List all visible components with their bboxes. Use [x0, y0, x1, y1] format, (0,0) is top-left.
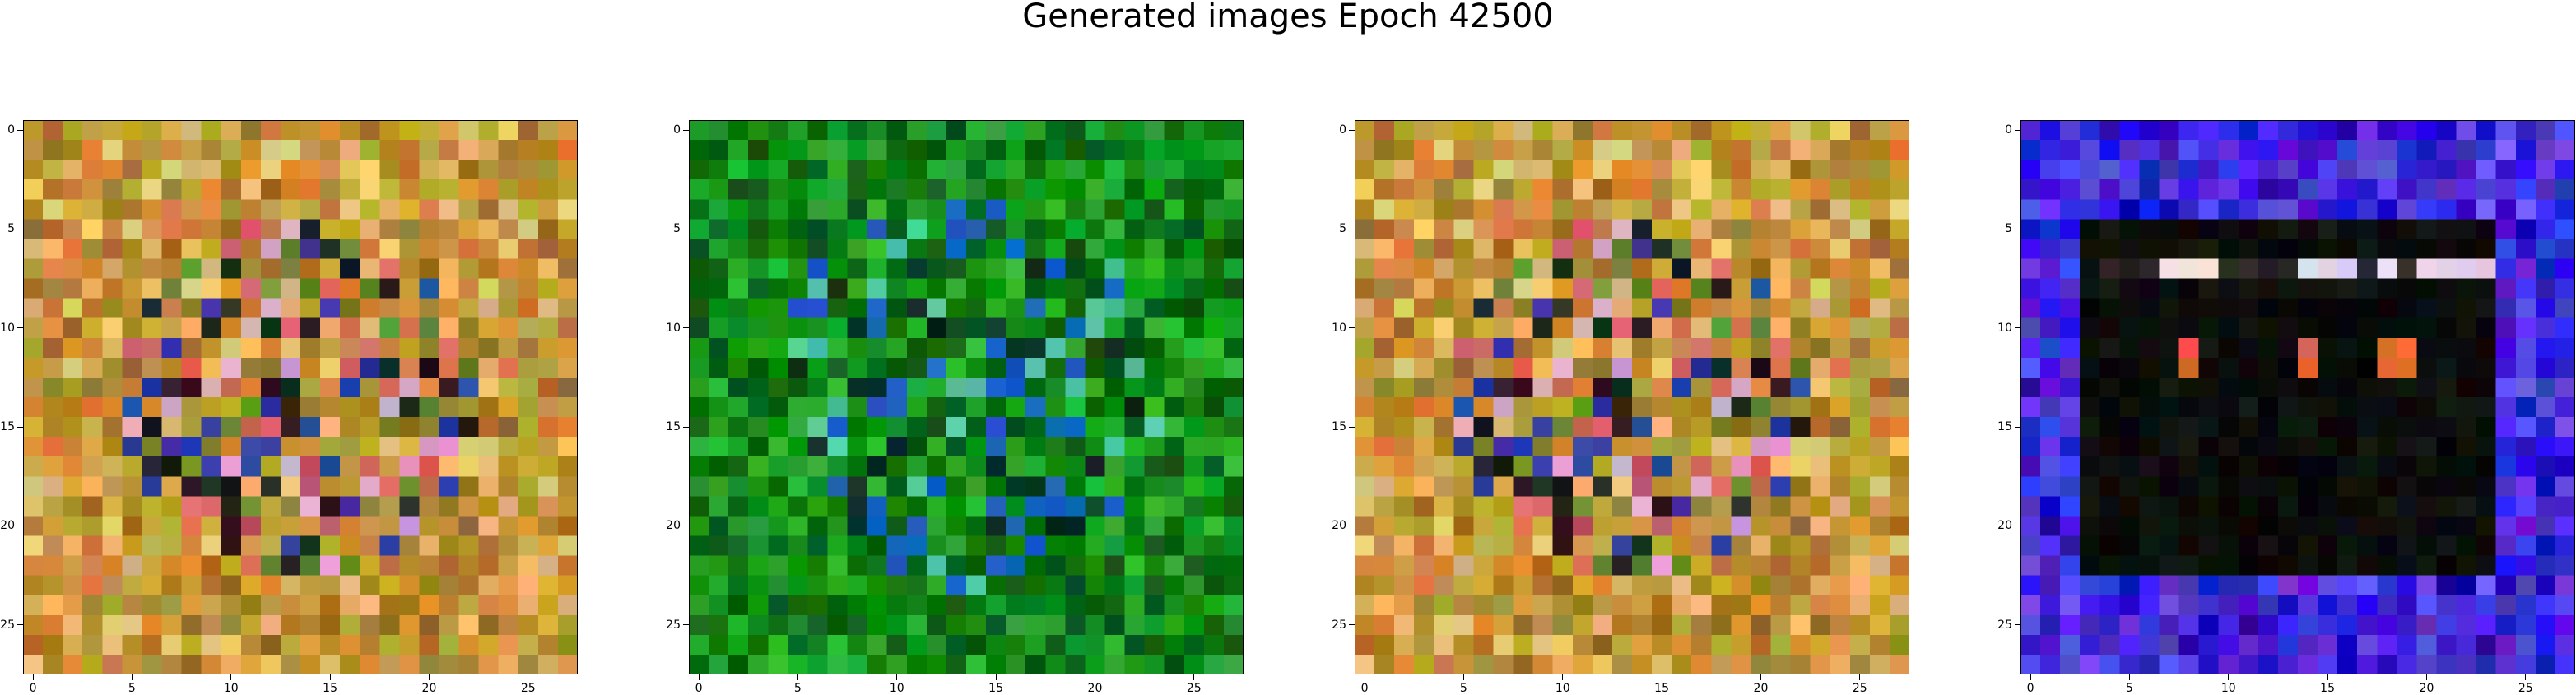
x-tick-label: 15 [1654, 682, 1670, 695]
y-tick-label: 5 [2005, 222, 2012, 236]
generated-image [23, 120, 578, 674]
y-tick-label: 0 [1339, 123, 1346, 137]
x-tick-mark [896, 674, 898, 680]
x-tick-mark [32, 674, 34, 680]
x-tick-mark [2228, 674, 2230, 680]
x-tick-label: 5 [793, 682, 802, 695]
y-tick-label: 10 [666, 321, 681, 335]
x-tick-mark [230, 674, 232, 680]
y-tick-label: 0 [7, 123, 15, 137]
x-tick-mark [797, 674, 798, 680]
y-tick-mark [2015, 624, 2020, 626]
y-tick-label: 5 [7, 222, 15, 236]
y-tick-label: 0 [2005, 123, 2012, 137]
y-tick-label: 10 [1332, 321, 1346, 335]
y-tick-mark [683, 624, 689, 626]
x-tick-mark [1859, 674, 1861, 680]
generated-image [1355, 120, 1909, 674]
x-tick-mark [2030, 674, 2031, 680]
x-tick-label: 25 [1852, 682, 1867, 695]
y-tick-mark [683, 129, 689, 131]
y-tick-label: 15 [1997, 420, 2012, 434]
generated-image-panel: 0 5 10 15 20 25 0 5 10 15 20 25 [1332, 120, 1909, 694]
y-tick-mark [17, 327, 23, 329]
x-tick-mark [131, 674, 133, 680]
figure-title: Generated images Epoch 42500 [1022, 0, 1554, 35]
x-tick-label: 20 [421, 682, 437, 695]
x-tick-mark [428, 674, 430, 680]
y-tick-mark [1349, 624, 1355, 626]
y-tick-mark [2015, 426, 2020, 428]
x-tick-mark [995, 674, 997, 680]
y-tick-mark [17, 129, 23, 131]
y-tick-label: 5 [1339, 222, 1346, 236]
x-tick-label: 0 [29, 682, 37, 695]
x-tick-label: 5 [128, 682, 136, 695]
y-tick-label: 25 [1997, 618, 2012, 632]
y-tick-mark [1349, 327, 1355, 329]
generated-image [689, 120, 1244, 674]
y-tick-mark [2015, 129, 2020, 131]
y-tick-label: 20 [0, 519, 15, 533]
x-tick-label: 10 [889, 682, 904, 695]
y-tick-label: 10 [0, 321, 15, 335]
x-tick-label: 20 [1753, 682, 1769, 695]
y-tick-label: 10 [1997, 321, 2012, 335]
y-tick-mark [17, 624, 23, 626]
y-tick-label: 5 [673, 222, 681, 236]
x-tick-label: 10 [1555, 682, 1570, 695]
y-tick-label: 25 [1332, 618, 1346, 632]
y-tick-mark [17, 426, 23, 428]
y-tick-label: 15 [0, 420, 15, 434]
x-tick-label: 10 [2220, 682, 2236, 695]
x-tick-label: 15 [988, 682, 1004, 695]
y-tick-label: 15 [1332, 420, 1346, 434]
x-tick-mark [1462, 674, 1464, 680]
generated-image-panel: 0 5 10 15 20 25 0 5 10 15 20 25 [1997, 120, 2575, 694]
x-tick-label: 10 [223, 682, 239, 695]
x-tick-label: 20 [1087, 682, 1103, 695]
y-tick-mark [1349, 426, 1355, 428]
x-tick-mark [2327, 674, 2328, 680]
y-tick-mark [683, 327, 689, 329]
y-tick-label: 20 [666, 519, 681, 533]
x-tick-mark [1760, 674, 1761, 680]
x-tick-label: 5 [2125, 682, 2133, 695]
x-tick-label: 15 [2320, 682, 2336, 695]
x-tick-label: 0 [1360, 682, 1369, 695]
x-tick-mark [1562, 674, 1564, 680]
x-tick-mark [329, 674, 331, 680]
x-tick-label: 20 [2419, 682, 2434, 695]
generated-image [2020, 120, 2575, 674]
x-tick-label: 25 [2518, 682, 2533, 695]
y-tick-mark [1349, 129, 1355, 131]
y-tick-label: 0 [673, 123, 681, 137]
x-tick-mark [2425, 674, 2427, 680]
x-tick-label: 5 [1459, 682, 1467, 695]
generated-image-panel: 0 5 10 15 20 25 0 5 10 15 20 25 [666, 120, 1244, 694]
y-tick-mark [2015, 327, 2020, 329]
x-tick-label: 15 [323, 682, 338, 695]
generated-image-panel: 0 5 10 15 20 25 0 5 10 15 20 25 [0, 120, 578, 694]
y-tick-label: 25 [666, 618, 681, 632]
y-tick-label: 20 [1332, 519, 1346, 533]
x-tick-label: 25 [1186, 682, 1202, 695]
x-tick-label: 25 [520, 682, 536, 695]
x-tick-mark [2128, 674, 2130, 680]
y-tick-mark [683, 426, 689, 428]
y-tick-label: 15 [666, 420, 681, 434]
x-tick-label: 0 [2026, 682, 2034, 695]
y-tick-label: 20 [1997, 519, 2012, 533]
y-tick-label: 25 [0, 618, 15, 632]
x-tick-mark [698, 674, 700, 680]
x-tick-mark [1193, 674, 1195, 680]
x-tick-label: 0 [695, 682, 703, 695]
x-tick-mark [2525, 674, 2527, 680]
